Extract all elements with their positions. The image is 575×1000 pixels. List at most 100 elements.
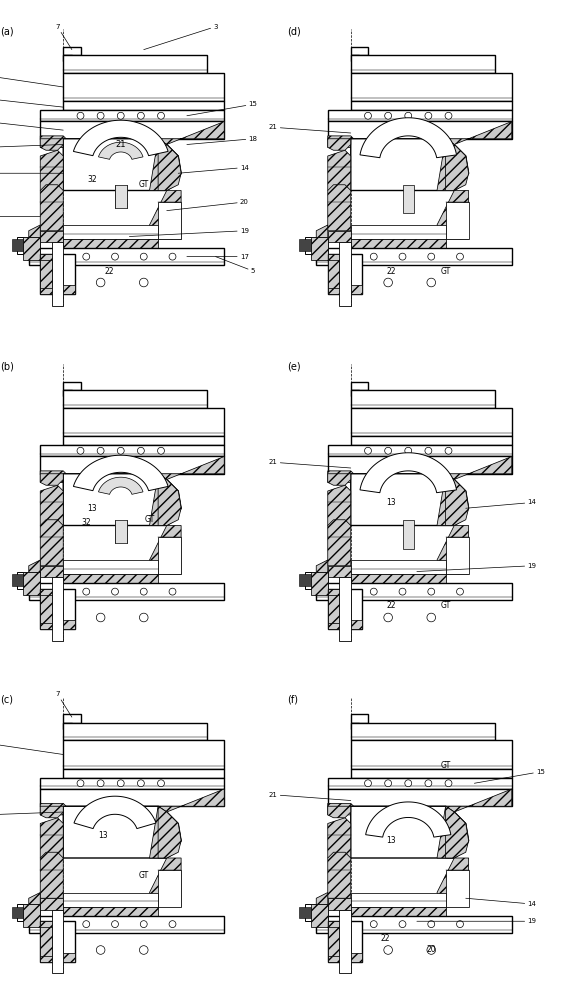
Polygon shape	[328, 898, 351, 910]
Polygon shape	[437, 190, 469, 239]
Polygon shape	[40, 898, 63, 910]
Bar	[351, 408, 512, 436]
Bar	[351, 73, 512, 101]
Polygon shape	[158, 789, 224, 812]
Polygon shape	[351, 714, 368, 723]
Polygon shape	[40, 254, 75, 294]
Bar	[305, 572, 328, 589]
Polygon shape	[181, 456, 224, 474]
Bar	[40, 445, 224, 456]
Bar	[351, 740, 512, 769]
Circle shape	[158, 780, 164, 787]
Circle shape	[97, 278, 105, 287]
Text: 13: 13	[0, 170, 63, 176]
Bar	[305, 904, 328, 921]
Bar	[12, 574, 23, 586]
Polygon shape	[150, 190, 181, 239]
Polygon shape	[351, 390, 359, 396]
Bar	[40, 778, 224, 789]
Circle shape	[384, 278, 392, 287]
Circle shape	[140, 613, 148, 622]
Bar	[40, 921, 75, 962]
Circle shape	[83, 253, 90, 260]
Polygon shape	[63, 55, 72, 61]
Circle shape	[399, 588, 406, 595]
Polygon shape	[402, 520, 414, 548]
Polygon shape	[446, 121, 512, 144]
Bar	[351, 769, 512, 778]
Bar	[52, 577, 63, 641]
Polygon shape	[351, 892, 446, 907]
Circle shape	[117, 112, 124, 119]
Bar	[310, 236, 328, 259]
Polygon shape	[63, 574, 158, 583]
Text: (d): (d)	[288, 27, 301, 37]
Polygon shape	[469, 789, 512, 806]
Polygon shape	[437, 806, 469, 858]
Polygon shape	[437, 139, 469, 190]
Bar	[316, 916, 512, 933]
Polygon shape	[437, 474, 469, 525]
Polygon shape	[360, 118, 457, 158]
Polygon shape	[437, 525, 469, 574]
Circle shape	[457, 588, 463, 595]
Text: 5: 5	[216, 257, 255, 274]
Polygon shape	[181, 436, 224, 445]
Circle shape	[158, 447, 164, 454]
Polygon shape	[328, 852, 351, 898]
Polygon shape	[158, 474, 181, 525]
Text: 18: 18	[187, 136, 258, 144]
Polygon shape	[469, 456, 512, 474]
Bar	[40, 110, 224, 121]
Polygon shape	[351, 574, 446, 583]
Bar	[40, 456, 224, 474]
Bar	[328, 259, 339, 288]
Circle shape	[97, 780, 104, 787]
Bar	[310, 572, 328, 594]
Text: 22: 22	[386, 266, 396, 275]
Polygon shape	[63, 47, 80, 55]
Circle shape	[399, 253, 406, 260]
Bar	[339, 242, 351, 306]
Polygon shape	[328, 520, 351, 566]
Text: GT: GT	[440, 266, 451, 275]
Circle shape	[385, 780, 392, 787]
Polygon shape	[328, 589, 362, 629]
Bar	[40, 594, 52, 623]
Circle shape	[445, 780, 452, 787]
Circle shape	[384, 946, 392, 954]
Polygon shape	[158, 390, 207, 408]
Polygon shape	[469, 740, 512, 769]
Polygon shape	[351, 47, 368, 55]
Circle shape	[140, 946, 148, 954]
Text: 20: 20	[427, 946, 436, 954]
Polygon shape	[469, 769, 512, 778]
Bar	[305, 236, 328, 254]
Text: (f): (f)	[288, 694, 298, 704]
Polygon shape	[63, 806, 181, 858]
Circle shape	[83, 588, 90, 595]
Bar	[17, 904, 40, 921]
Text: 13: 13	[386, 836, 396, 845]
Polygon shape	[63, 560, 158, 574]
Polygon shape	[446, 869, 469, 907]
Text: 14: 14	[466, 898, 536, 907]
Bar	[63, 769, 224, 778]
Polygon shape	[351, 139, 469, 190]
Text: 22: 22	[105, 266, 114, 275]
Circle shape	[137, 780, 144, 787]
Bar	[328, 921, 362, 962]
Polygon shape	[469, 436, 512, 445]
Polygon shape	[63, 239, 158, 248]
Circle shape	[370, 253, 377, 260]
Polygon shape	[328, 803, 356, 815]
Polygon shape	[158, 121, 224, 144]
Polygon shape	[469, 101, 512, 110]
Polygon shape	[181, 110, 224, 121]
Bar	[299, 574, 310, 586]
Polygon shape	[40, 150, 63, 190]
Bar	[29, 583, 224, 600]
Circle shape	[405, 780, 412, 787]
Text: 8: 8	[0, 740, 63, 754]
Circle shape	[365, 112, 371, 119]
